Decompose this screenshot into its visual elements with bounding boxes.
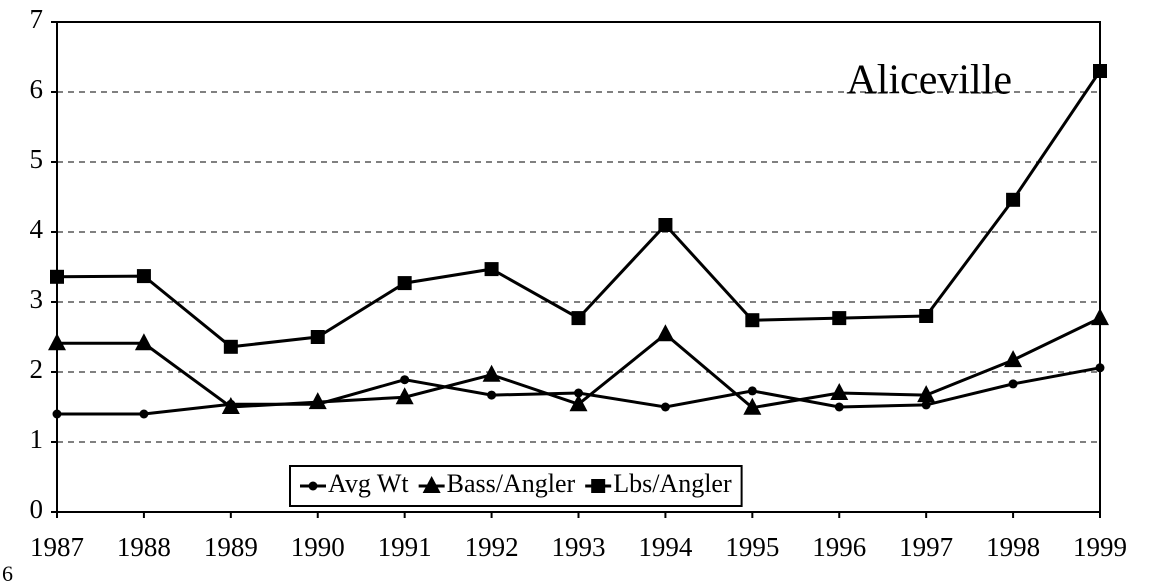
y-tick-label: 4 xyxy=(30,214,44,244)
y-tick-label: 0 xyxy=(30,494,44,524)
y-tick-label: 2 xyxy=(30,354,44,384)
y-tick-label: 7 xyxy=(30,4,44,34)
data-point xyxy=(834,402,844,412)
data-point xyxy=(656,324,675,342)
y-tick-label: 5 xyxy=(30,144,44,174)
data-point xyxy=(1091,308,1109,326)
data-point xyxy=(134,333,153,351)
x-tick-label: 1996 xyxy=(812,532,866,562)
data-point xyxy=(487,390,497,400)
legend-box xyxy=(289,465,743,507)
legend-marker xyxy=(422,476,441,493)
legend-label: Bass/Angler xyxy=(447,469,576,498)
x-tick-label: 1989 xyxy=(204,532,258,562)
legend-label: Avg Wt xyxy=(328,469,409,498)
data-point xyxy=(136,269,151,284)
data-point xyxy=(917,385,936,403)
x-tick-label: 1998 xyxy=(986,532,1040,562)
annotation: Aliceville xyxy=(846,58,1012,104)
data-point xyxy=(1008,379,1018,389)
data-point xyxy=(745,313,760,328)
data-point xyxy=(832,311,847,326)
data-point xyxy=(400,375,410,385)
data-point xyxy=(569,394,588,412)
data-point xyxy=(1093,64,1107,78)
data-point xyxy=(571,311,586,326)
data-point xyxy=(139,409,149,419)
data-point xyxy=(308,392,327,410)
x-tick-label: 1999 xyxy=(1073,532,1127,562)
data-point xyxy=(574,388,583,398)
legend-label: Lbs/Angler xyxy=(613,469,732,498)
footer-text: 6 xyxy=(2,561,13,584)
y-tick-label: 6 xyxy=(30,74,44,104)
x-tick-label: 1990 xyxy=(291,532,345,562)
x-tick-label: 1988 xyxy=(117,532,171,562)
data-point xyxy=(658,218,673,232)
data-point xyxy=(743,397,762,415)
data-point xyxy=(484,262,499,277)
data-point xyxy=(395,387,414,405)
series-line xyxy=(56,70,1102,349)
legend-marker xyxy=(308,481,318,491)
data-point xyxy=(660,402,670,412)
data-point xyxy=(1095,363,1105,373)
data-point xyxy=(310,330,325,344)
data-point xyxy=(50,269,64,284)
x-tick-label: 1992 xyxy=(465,532,519,562)
data-point xyxy=(919,309,934,323)
legend-marker xyxy=(591,479,606,493)
y-tick-label: 3 xyxy=(30,284,44,314)
data-point xyxy=(1004,350,1023,368)
data-point xyxy=(48,333,66,351)
x-tick-label: 1995 xyxy=(725,532,779,562)
y-tick-label: 1 xyxy=(30,424,44,454)
x-tick-label: 1991 xyxy=(378,532,432,562)
data-point xyxy=(223,339,238,354)
x-tick-label: 1987 xyxy=(30,532,84,562)
data-point xyxy=(52,409,62,419)
data-point xyxy=(921,400,931,410)
x-tick-label: 1994 xyxy=(638,532,693,562)
data-point xyxy=(747,386,757,396)
x-tick-label: 1997 xyxy=(899,532,953,562)
data-point xyxy=(1006,192,1021,207)
data-point xyxy=(482,364,501,382)
x-tick-label: 1993 xyxy=(552,532,606,562)
data-point xyxy=(397,276,412,291)
data-point xyxy=(830,383,849,400)
data-point xyxy=(221,397,240,414)
